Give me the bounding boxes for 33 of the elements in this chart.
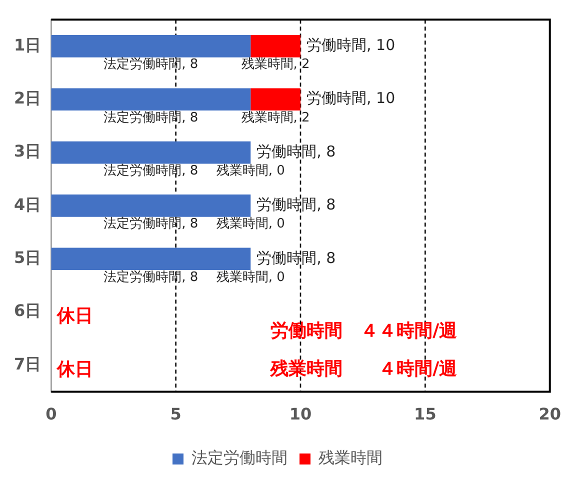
data-label: 法定労働時間, 8 — [104, 270, 198, 285]
data-label: 法定労働時間, 8 — [104, 57, 198, 72]
data-label: 法定労働時間, 8 — [104, 164, 198, 179]
data-label: 残業時間, 2 — [241, 110, 310, 126]
total-label: 労働時間, 8 — [256, 142, 336, 160]
y-tick-label: 6日 — [14, 301, 42, 320]
total-label: 労働時間, 8 — [256, 248, 336, 267]
x-tick-label: 15 — [414, 404, 436, 424]
y-tick-label: 5日 — [14, 248, 42, 268]
data-label: 残業時間, 2 — [241, 57, 310, 72]
annotation: 残業時間 ４時間/週 — [270, 358, 458, 380]
legend-label: 残業時間 — [318, 448, 382, 468]
data-label: 残業時間, 0 — [216, 164, 285, 179]
y-tick-label: 3日 — [14, 142, 42, 161]
y-tick-label: 1日 — [14, 35, 42, 54]
y-tick-label: 7日 — [14, 354, 42, 374]
annotation: 休日 — [56, 358, 94, 380]
annotation: 休日 — [56, 306, 94, 327]
data-label: 残業時間, 0 — [216, 270, 285, 285]
total-label: 労働時間, 10 — [306, 36, 396, 54]
y-tick-label: 4日 — [14, 194, 42, 214]
legend-label: 法定労働時間 — [192, 448, 288, 468]
x-tick-label: 10 — [289, 404, 312, 424]
data-label: 法定労働時間, 8 — [104, 216, 198, 232]
annotation: 労働時間 ４４時間/週 — [270, 320, 458, 342]
data-label: 法定労働時間, 8 — [104, 110, 198, 126]
x-tick-label: 5 — [170, 404, 182, 424]
y-tick-label: 2日 — [14, 88, 42, 108]
x-tick-label: 20 — [538, 404, 561, 424]
total-label: 労働時間, 8 — [256, 196, 336, 214]
data-label: 残業時間, 0 — [216, 216, 285, 232]
total-label: 労働時間, 10 — [306, 89, 396, 108]
x-tick-label: 0 — [46, 404, 57, 424]
